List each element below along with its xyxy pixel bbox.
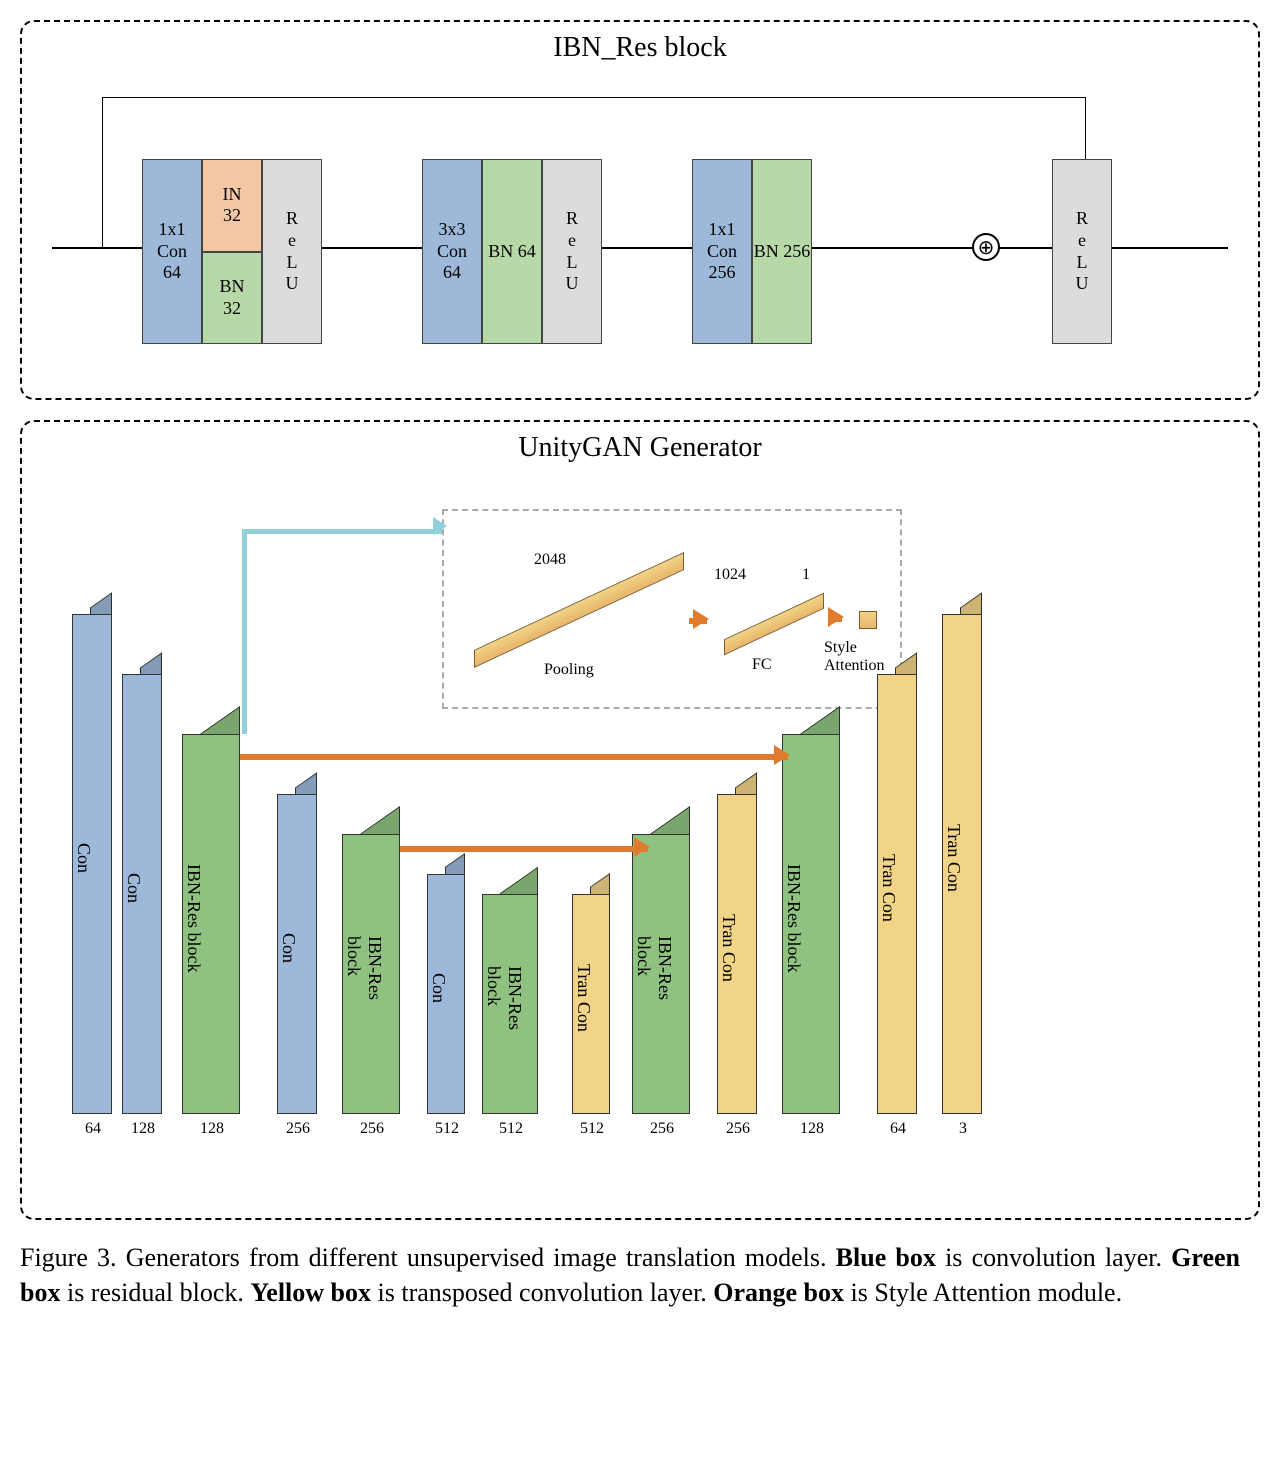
split-in-bn: IN 32 BN 32 — [202, 159, 262, 344]
conv2: 3x3 Con 64 — [422, 159, 482, 344]
group1: 1x1 Con 64 IN 32 BN 32 R e L U — [142, 159, 322, 344]
slab-12: Tran Con — [942, 614, 982, 1114]
slab-label-3: Con — [278, 795, 316, 1113]
ibn-row: 1x1 Con 64 IN 32 BN 32 R e L U 3x3 Con 6… — [52, 79, 1228, 379]
cap-t1: is convolution layer. — [945, 1243, 1171, 1272]
slab-ch-0: 64 — [72, 1120, 114, 1138]
slab-ch-1: 128 — [122, 1120, 164, 1138]
cap-t2: is residual block. — [67, 1278, 250, 1307]
relu3: R e L U — [1052, 159, 1112, 344]
conv1: 1x1 Con 64 — [142, 159, 202, 344]
fc-n: 1024 — [714, 566, 746, 584]
bn64: BN 64 — [482, 159, 542, 344]
one-n: 1 — [802, 566, 810, 584]
slab-ch-4: 256 — [342, 1120, 402, 1138]
fc-bar — [724, 593, 824, 656]
add-node: ⊕ — [972, 233, 1000, 261]
slab-label-9: Tran Con — [718, 795, 756, 1113]
pooling-bar — [474, 552, 684, 668]
slab-7: Tran Con — [572, 894, 610, 1114]
slab-ch-12: 3 — [942, 1120, 984, 1138]
slab-ch-11: 64 — [877, 1120, 919, 1138]
slab-ch-3: 256 — [277, 1120, 319, 1138]
one-lbl: Style Attention — [824, 639, 884, 675]
slab-label-6: IBN-Res block — [483, 895, 537, 1113]
relu2: R e L U — [542, 159, 602, 344]
cap-b3: Yellow box — [250, 1278, 371, 1307]
cap-t3: is transposed convolution layer. — [378, 1278, 714, 1307]
slab-label-7: Tran Con — [573, 895, 609, 1113]
slab-ch-7: 512 — [572, 1120, 612, 1138]
slab-ch-5: 512 — [427, 1120, 467, 1138]
slab-label-0: Con — [73, 615, 111, 1113]
pooling-lbl: Pooling — [544, 661, 594, 679]
figure-caption: Figure 3. Generators from different unsu… — [20, 1240, 1240, 1310]
slab-ch-9: 256 — [717, 1120, 759, 1138]
gen-stage: 2048 Pooling 1024 FC 1 Style Attention C… — [52, 469, 1228, 1169]
conv3: 1x1 Con 256 — [692, 159, 752, 344]
cap-lead: Figure 3. Generators from different unsu… — [20, 1243, 836, 1272]
slab-label-12: Tran Con — [943, 615, 981, 1113]
generator-panel: UnityGAN Generator 2048 Pooling 1024 FC … — [20, 420, 1260, 1220]
cap-b1: Blue box — [836, 1243, 936, 1272]
slab-ch-10: 128 — [782, 1120, 842, 1138]
slab-label-10: IBN-Res block — [783, 735, 839, 1113]
slab-2: IBN-Res block — [182, 734, 240, 1114]
group4: R e L U — [1052, 159, 1112, 344]
slab-8: IBN-Res block — [632, 834, 690, 1114]
slab-5: Con — [427, 874, 465, 1114]
slab-ch-6: 512 — [482, 1120, 540, 1138]
group3: 1x1 Con 256 BN 256 — [692, 159, 812, 344]
slab-label-2: IBN-Res block — [183, 735, 239, 1113]
slab-10: IBN-Res block — [782, 734, 840, 1114]
slab-label-8: IBN-Res block — [633, 835, 689, 1113]
style-attention-box: 2048 Pooling 1024 FC 1 Style Attention — [442, 509, 902, 709]
slab-6: IBN-Res block — [482, 894, 538, 1114]
slab-11: Tran Con — [877, 674, 917, 1114]
fc-lbl: FC — [752, 656, 772, 674]
relu1: R e L U — [262, 159, 322, 344]
ibn-title: IBN_Res block — [22, 22, 1258, 69]
cap-t4: is Style Attention module. — [851, 1278, 1123, 1307]
slab-ch-8: 256 — [632, 1120, 692, 1138]
slab-4: IBN-Res block — [342, 834, 400, 1114]
ibn-res-panel: IBN_Res block 1x1 Con 64 IN 32 BN 32 R e… — [20, 20, 1260, 400]
gen-title: UnityGAN Generator — [22, 422, 1258, 469]
slab-1: Con — [122, 674, 162, 1114]
bn32: BN 32 — [202, 252, 262, 345]
in32: IN 32 — [202, 159, 262, 252]
slab-label-1: Con — [123, 675, 161, 1113]
slab-0: Con — [72, 614, 112, 1114]
one-bar — [859, 611, 877, 629]
group2: 3x3 Con 64 BN 64 R e L U — [422, 159, 602, 344]
slab-ch-2: 128 — [182, 1120, 242, 1138]
slab-label-4: IBN-Res block — [343, 835, 399, 1113]
bn256: BN 256 — [752, 159, 812, 344]
slab-3: Con — [277, 794, 317, 1114]
cap-b4: Orange box — [713, 1278, 844, 1307]
feed-arrow — [242, 529, 442, 734]
pooling-n: 2048 — [534, 551, 566, 569]
slab-label-5: Con — [428, 875, 464, 1113]
slab-label-11: Tran Con — [878, 675, 916, 1113]
slab-9: Tran Con — [717, 794, 757, 1114]
